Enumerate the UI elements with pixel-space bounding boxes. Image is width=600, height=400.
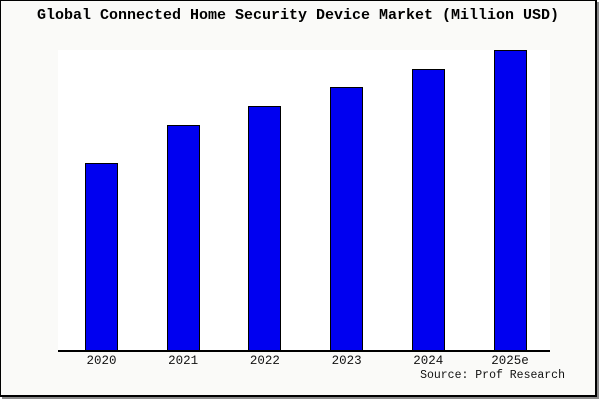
- x-tick-label-2020: 2020: [86, 354, 117, 368]
- bar-2022: [248, 106, 282, 350]
- x-tick-label-2021: 2021: [168, 354, 199, 368]
- x-tick-label-2022: 2022: [249, 354, 280, 368]
- x-tick-label-2025e: 2025e: [491, 354, 529, 368]
- bar-2025e: [493, 50, 527, 350]
- bar-2023: [330, 87, 364, 350]
- source-label: Source: Prof Research: [420, 369, 565, 382]
- x-axis-labels: 2020 2021 2022 2023 2024 2025e: [58, 354, 550, 370]
- plot-area: [58, 50, 550, 352]
- x-tick-label-2023: 2023: [331, 354, 362, 368]
- bar-2020: [85, 163, 118, 350]
- chart-title: Global Connected Home Security Device Ma…: [36, 7, 560, 24]
- bar-2021: [166, 125, 200, 350]
- bar-2024: [411, 69, 445, 350]
- x-tick-label-2024: 2024: [413, 354, 444, 368]
